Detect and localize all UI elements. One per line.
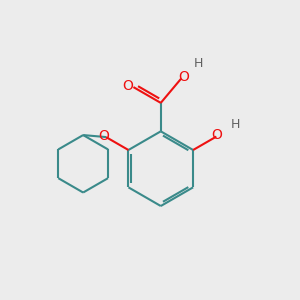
- Text: O: O: [98, 129, 109, 142]
- Text: O: O: [211, 128, 222, 142]
- Text: O: O: [178, 70, 189, 84]
- Text: H: H: [231, 118, 240, 131]
- Text: H: H: [194, 57, 203, 70]
- Text: O: O: [122, 79, 133, 93]
